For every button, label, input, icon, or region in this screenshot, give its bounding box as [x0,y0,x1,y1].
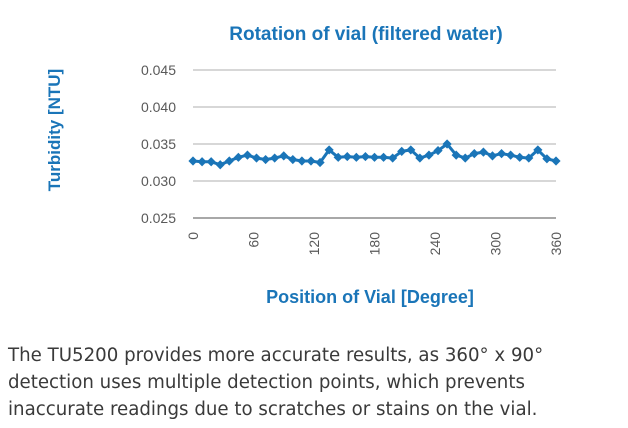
data-point-marker [496,149,507,159]
data-point-marker [397,146,407,156]
y-axis-label: Turbidity [NTU] [45,69,64,191]
data-point-marker [242,150,253,160]
data-point-marker [342,151,352,162]
data-point-marker [197,157,207,167]
caption-line: inaccurate readings due to scratches or … [8,399,538,420]
data-point-marker [324,145,334,155]
data-point-marker [270,153,280,163]
data-point-marker [279,151,289,161]
data-point-marker [351,152,361,162]
series [188,139,561,170]
caption-line: detection uses multiple detection points… [8,372,525,393]
data-point-marker [297,156,307,166]
y-tick-label: 0.030 [141,173,176,189]
caption-line: The TU5200 provides more accurate result… [8,345,544,366]
turbidity-line-chart: 0.025 0.030 0.035 0.040 0.045 0 60 120 180 240 300… [45,24,564,307]
data-point-marker [524,153,534,163]
data-point-marker [487,151,498,161]
data-point-marker [451,150,461,160]
data-point-marker [288,154,298,165]
data-point-marker [369,152,380,162]
data-point-marker [515,152,525,162]
y-tick-label: 0.035 [141,136,176,152]
x-tick-label: 300 [488,232,504,256]
gridlines [193,69,556,219]
data-point-marker [378,152,389,162]
x-axis-label: Position of Vial [Degree] [266,287,474,307]
data-point-marker [506,150,516,160]
data-point-marker [542,154,552,164]
data-point-marker [251,153,262,163]
x-tick-label: 60 [246,232,262,248]
x-tick-label: 240 [427,232,443,256]
data-point-marker [551,156,561,166]
x-tick-label: 360 [548,232,564,256]
data-point-marker [424,150,434,160]
data-point-marker [215,160,225,170]
data-point-marker [188,156,198,166]
axis-ticks: 0.025 0.030 0.035 0.040 0.045 0 60 120 180 240 300… [141,62,564,255]
caption: The TU5200 provides more accurate result… [8,342,623,423]
data-point-marker [469,149,479,159]
data-point-marker [433,146,443,156]
y-tick-label: 0.040 [141,99,176,115]
data-point-marker [533,145,543,155]
y-tick-label: 0.045 [141,62,176,78]
data-point-marker [206,157,216,167]
data-point-marker [233,152,243,162]
x-tick-label: 120 [306,232,322,256]
data-point-marker [478,147,488,157]
y-tick-label: 0.025 [141,210,176,226]
data-point-marker [415,153,425,163]
x-tick-label: 180 [367,232,383,256]
data-point-marker [388,153,398,163]
data-point-marker [442,139,452,149]
data-point-marker [224,156,234,166]
chart-title: Rotation of vial (filtered water) [229,24,502,45]
data-point-marker [306,156,316,166]
data-point-marker [406,145,416,155]
data-point-marker [315,157,325,168]
x-tick-label: 0 [185,232,201,240]
data-point-marker [360,151,371,162]
data-point-marker [333,152,343,162]
data-point-marker [261,154,271,165]
data-point-marker [460,153,470,163]
